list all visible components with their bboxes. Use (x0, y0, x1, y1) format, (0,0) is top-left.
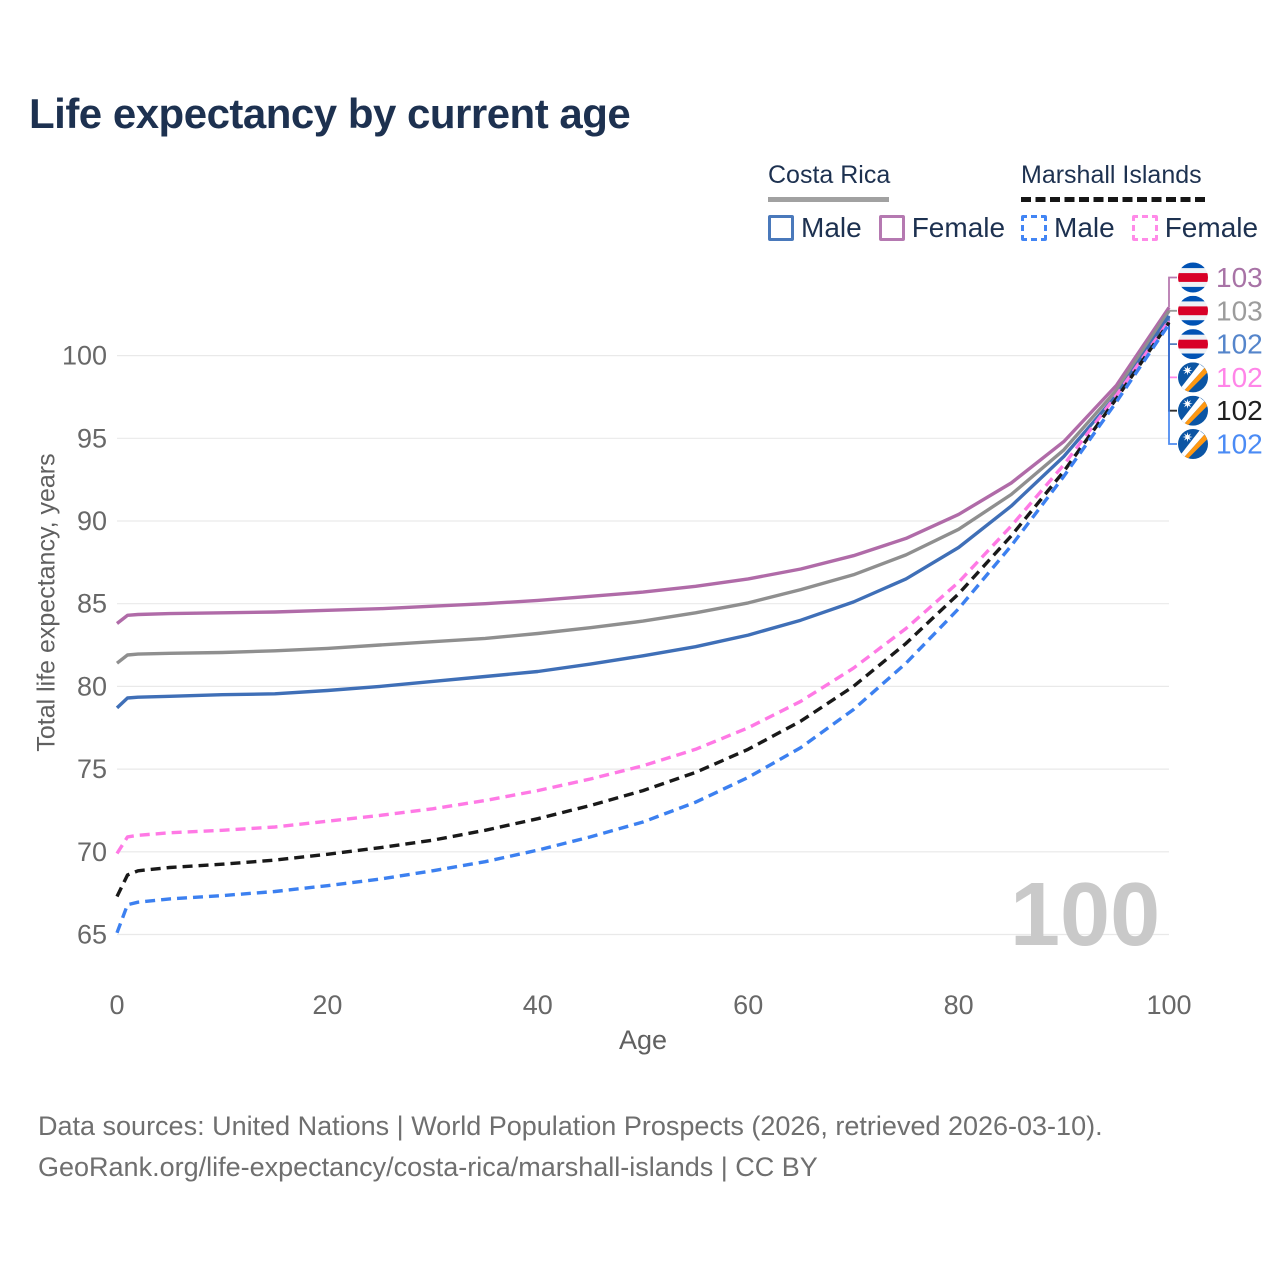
legend-item-label: Male (1054, 212, 1115, 243)
end-connector-marshall-islands-male (1168, 324, 1177, 445)
y-tick-label-90: 90 (77, 506, 107, 536)
series-line-marshall-islands-male (115, 323, 1171, 934)
flag-icon-costa-rica (1178, 262, 1208, 293)
x-tick-label-60: 60 (733, 990, 763, 1020)
legend-item-costa-rica-male[interactable]: Male (768, 212, 862, 244)
x-tick-label-20: 20 (312, 990, 342, 1020)
y-tick-label-65: 65 (77, 920, 107, 950)
x-tick-label-80: 80 (944, 990, 974, 1020)
series-line-costa-rica-female (115, 306, 1171, 625)
end-connector-costa-rica-female (1168, 276, 1177, 308)
x-tick-label-100: 100 (1146, 990, 1191, 1020)
footer-url: GeoRank.org/life-expectancy/costa-rica/m… (38, 1151, 818, 1182)
end-value-label-costa-rica-male: 102 (1216, 329, 1263, 360)
y-tick-label-100: 100 (62, 341, 107, 371)
female-solid-swatch-icon (878, 215, 905, 241)
legend-group-costa-rica: Costa Rica Male Female (768, 161, 1005, 244)
flag-icon-costa-rica (1178, 295, 1208, 326)
end-value-label-marshall-islands-female: 102 (1216, 362, 1263, 393)
y-tick-label-95: 95 (77, 423, 107, 453)
flag-icon-costa-rica (1178, 329, 1208, 360)
footer-data-sources: Data sources: United Nations | World Pop… (38, 1111, 1103, 1141)
series-line-marshall-islands-all (115, 321, 1171, 898)
end-connector-marshall-islands-all (1168, 322, 1177, 412)
end-value-label-costa-rica-all: 103 (1216, 295, 1263, 326)
legend-group-title: Costa Rica (768, 161, 891, 189)
y-axis-title: Total life expectancy, years (32, 453, 61, 752)
series-line-costa-rica-all (115, 309, 1171, 665)
legend-line-sample-dashed (1021, 197, 1205, 202)
y-tick-label-85: 85 (77, 589, 107, 619)
legend-item-marshall-islands-female[interactable]: Female (1131, 212, 1259, 244)
legend-group-marshall-islands: Marshall Islands Male Female (1021, 161, 1258, 244)
end-value-label-costa-rica-female: 103 (1216, 262, 1263, 293)
legend-item-label: Female (1164, 212, 1259, 243)
series-line-costa-rica-male (115, 314, 1171, 710)
legend-item-label: Female (911, 212, 1006, 243)
legend-line-sample-solid (768, 197, 889, 202)
y-tick-label-70: 70 (77, 837, 107, 867)
end-connector-marshall-islands-female (1168, 320, 1177, 379)
male-dashed-swatch-icon (1021, 215, 1047, 241)
male-solid-swatch-icon (768, 215, 794, 241)
x-tick-label-0: 0 (109, 990, 124, 1020)
end-connector-costa-rica-male (1168, 315, 1177, 346)
legend-item-costa-rica-female[interactable]: Female (878, 212, 1006, 244)
legend-group-title: Marshall Islands (1021, 161, 1202, 189)
end-value-label-marshall-islands-all: 102 (1216, 395, 1263, 426)
footer: Data sources: United Nations | World Pop… (38, 1106, 1103, 1187)
x-tick-label-40: 40 (523, 990, 553, 1020)
flag-icon-marshall-islands (1178, 362, 1208, 393)
female-dashed-swatch-icon (1131, 215, 1158, 241)
series-line-marshall-islands-female (115, 319, 1171, 855)
current-age-watermark: 100 (1010, 865, 1161, 965)
page-title: Life expectancy by current age (29, 90, 631, 137)
y-tick-label-75: 75 (77, 754, 107, 784)
end-value-label-marshall-islands-male: 102 (1216, 429, 1263, 460)
y-tick-label-80: 80 (77, 671, 107, 701)
flag-icon-marshall-islands (1178, 429, 1208, 459)
legend-item-label: Male (801, 212, 862, 243)
flag-icon-marshall-islands (1178, 395, 1208, 426)
legend-item-marshall-islands-male[interactable]: Male (1021, 212, 1115, 244)
x-axis-title: Age (618, 1025, 668, 1055)
